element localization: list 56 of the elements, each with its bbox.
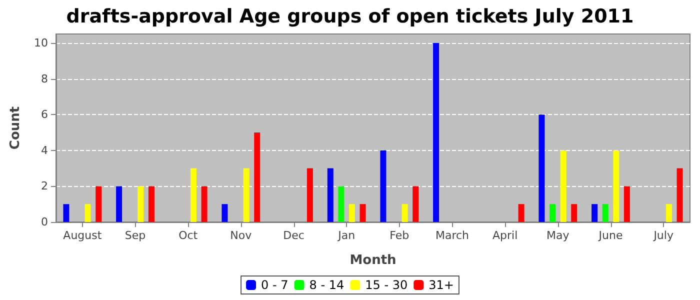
bar [602,204,608,222]
x-tick-label: August [63,229,102,242]
legend-label: 15 - 30 [365,278,408,292]
bar [380,150,386,222]
y-tick-label: 4 [41,144,48,157]
bar [254,132,260,222]
x-tick-label: April [492,229,518,242]
x-tick-label: March [435,229,470,242]
x-tick-label: Nov [230,229,252,242]
bar [560,150,566,222]
bar [243,168,250,222]
x-tick-label: May [546,229,570,242]
bar [148,186,154,222]
y-tick-label: 8 [41,72,48,86]
bar [360,204,366,222]
bar [592,204,598,222]
bar [63,204,70,222]
y-tick-label: 10 [34,36,48,50]
bar [96,186,102,222]
bar [138,186,144,222]
bar [327,168,334,222]
x-tick-label: Dec [283,229,304,242]
bar [518,204,524,222]
legend-label: 31+ [428,278,454,292]
y-tick-label: 0 [41,216,48,228]
y-axis-title: Count [8,106,23,150]
bar [666,204,672,222]
x-tick-label: July [652,229,674,242]
legend-label: 8 - 14 [309,278,344,292]
x-tick-label: June [598,229,623,242]
bar [433,42,440,222]
x-tick-label: Oct [178,229,198,242]
y-tick-label: 2 [41,180,48,193]
x-tick-label: Jan [337,229,356,242]
bar [412,186,419,222]
bar [190,168,196,222]
bar [550,204,556,222]
bar [306,168,313,222]
bar [348,204,355,222]
bar [624,186,630,222]
chart-title: drafts-approval Age groups of open tickets July 2011 [66,6,634,28]
y-tick-label: 6 [41,108,48,122]
bar [676,168,683,222]
bar [222,204,228,222]
bar [571,204,578,222]
legend-label: 0 - 7 [261,278,288,292]
bar [116,186,122,222]
bar [613,150,620,222]
bar [338,186,344,222]
x-tick-label: Sep [124,229,146,242]
x-tick-label: Feb [390,229,410,242]
bar [201,186,208,222]
bar [538,114,545,222]
bar [402,204,408,222]
x-axis-title: Month [350,253,396,268]
bar [84,204,91,222]
